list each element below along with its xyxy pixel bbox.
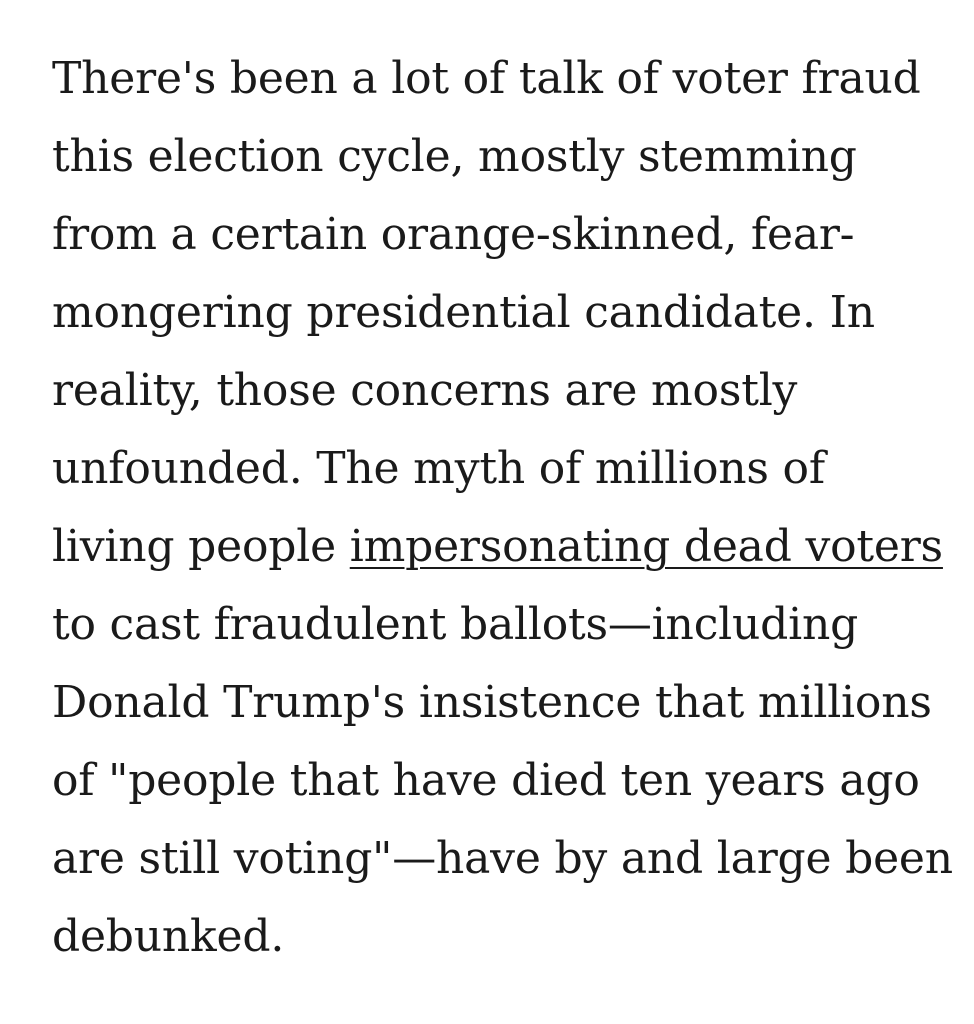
- paragraph-line: There's been a lot of talk of voter frau…: [52, 53, 921, 104]
- paragraph-line-with-link: living people impersonating dead voters: [52, 508, 952, 586]
- paragraph-line: from a certain orange-skinned, fear-: [52, 209, 855, 260]
- paragraph-line: of "people that have died ten years ago: [52, 755, 920, 806]
- paragraph-line: mongering presidential candidate. In: [52, 287, 875, 338]
- paragraph-line: this election cycle, mostly stemming: [52, 131, 857, 182]
- paragraph-line: reality, those concerns are mostly: [52, 365, 798, 416]
- paragraph-line: are still voting"—have by and large been: [52, 833, 953, 884]
- impersonating-dead-voters-link[interactable]: impersonating dead voters: [349, 521, 943, 572]
- paragraph-line: Donald Trump's insistence that millions: [52, 677, 932, 728]
- paragraph-text: living people: [52, 521, 350, 572]
- article-paragraph: There's been a lot of talk of voter frau…: [52, 40, 953, 976]
- paragraph-line: unfounded. The myth of millions of: [52, 443, 825, 494]
- paragraph-line: to cast fraudulent ballots—including: [52, 599, 859, 650]
- paragraph-line: debunked.: [52, 911, 285, 962]
